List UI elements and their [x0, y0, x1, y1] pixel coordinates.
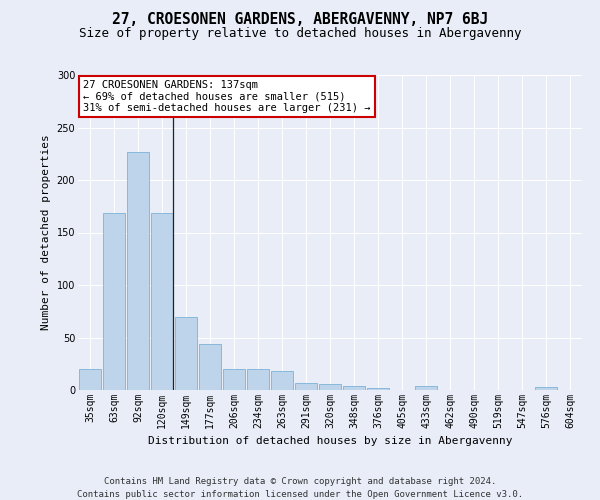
Text: 27, CROESONEN GARDENS, ABERGAVENNY, NP7 6BJ: 27, CROESONEN GARDENS, ABERGAVENNY, NP7 …	[112, 12, 488, 28]
Bar	[247, 369, 269, 390]
Text: Contains HM Land Registry data © Crown copyright and database right 2024.
Contai: Contains HM Land Registry data © Crown c…	[77, 478, 523, 499]
Bar	[367, 388, 389, 390]
Bar	[79, 369, 101, 390]
Bar	[535, 387, 557, 390]
Y-axis label: Number of detached properties: Number of detached properties	[41, 134, 51, 330]
Bar	[199, 344, 221, 390]
Bar	[319, 384, 341, 390]
Bar	[223, 369, 245, 390]
Bar	[271, 371, 293, 390]
Text: 27 CROESONEN GARDENS: 137sqm
← 69% of detached houses are smaller (515)
31% of s: 27 CROESONEN GARDENS: 137sqm ← 69% of de…	[83, 80, 371, 113]
Text: Size of property relative to detached houses in Abergavenny: Size of property relative to detached ho…	[79, 28, 521, 40]
Bar	[151, 212, 173, 390]
Bar	[415, 386, 437, 390]
Bar	[295, 382, 317, 390]
Bar	[175, 316, 197, 390]
X-axis label: Distribution of detached houses by size in Abergavenny: Distribution of detached houses by size …	[148, 436, 512, 446]
Bar	[343, 386, 365, 390]
Bar	[127, 152, 149, 390]
Bar	[103, 212, 125, 390]
